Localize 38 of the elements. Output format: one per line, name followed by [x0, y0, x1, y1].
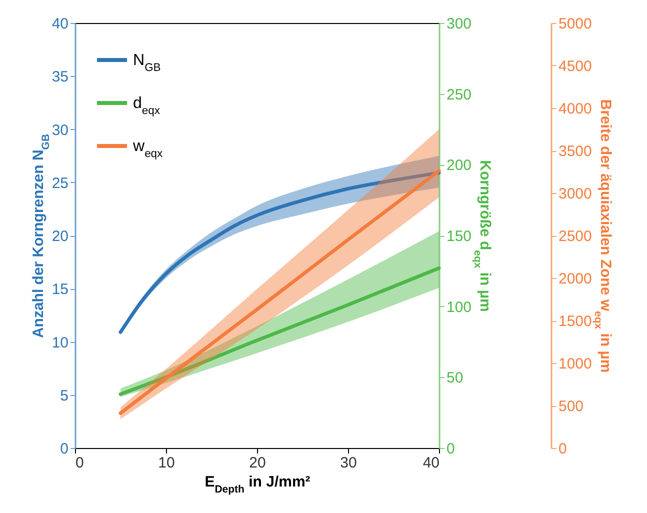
y2-tick-label: 250	[446, 86, 472, 104]
x-tick-label: 40	[422, 454, 440, 472]
y-tick-label: 30	[52, 122, 68, 139]
y-tick-label: 10	[52, 334, 68, 352]
y-tick-label: 35	[52, 68, 68, 86]
legend-label: w$_{eqx}$	[132, 138, 164, 160]
y3-tick-label: 4500	[558, 58, 592, 75]
line-series	[118, 169, 441, 415]
y-tick-label: 0	[60, 440, 68, 458]
y3-tick-label: 1500	[558, 313, 592, 330]
x-tick-label: 20	[249, 454, 266, 472]
y3-tick-label: 0	[558, 440, 567, 458]
legend-label: N$_{GB}$	[133, 52, 161, 74]
y2-tick-label: 100	[446, 298, 472, 316]
y3-tick-label: 500	[558, 398, 584, 415]
line-series	[118, 266, 441, 396]
x-tick-label: 0	[76, 454, 84, 472]
y2-tick-label: 50	[446, 370, 464, 387]
y2-tick-label: 150	[446, 228, 472, 245]
y2-tick-label: 200	[446, 157, 472, 174]
y2-tick-label: 300	[446, 16, 472, 32]
y3-tick-label: 3500	[558, 143, 592, 160]
y-tick-label: 20	[52, 228, 68, 245]
y-tick-label: 15	[52, 281, 68, 298]
x-axis-title: E$_{Depth}$ in J/mm²	[204, 474, 310, 496]
y3-tick-label: 5000	[558, 16, 592, 32]
y-tick-label: 5	[60, 387, 68, 404]
x-tick-label: 10	[158, 454, 175, 472]
y3-tick-label: 4000	[558, 100, 592, 118]
y-tick-label: 40	[52, 16, 68, 32]
y2-tick-label: 0	[446, 440, 455, 458]
y3-tick-label: 1000	[558, 356, 592, 372]
legend-label: d$_{eqx}$	[133, 95, 160, 117]
y3-tick-label: 3000	[558, 186, 592, 202]
y-tick-label: 25	[52, 174, 68, 192]
y3-tick-label: 2000	[558, 270, 592, 288]
x-tick-label: 30	[340, 454, 357, 472]
y3-tick-label: 2500	[558, 228, 592, 245]
